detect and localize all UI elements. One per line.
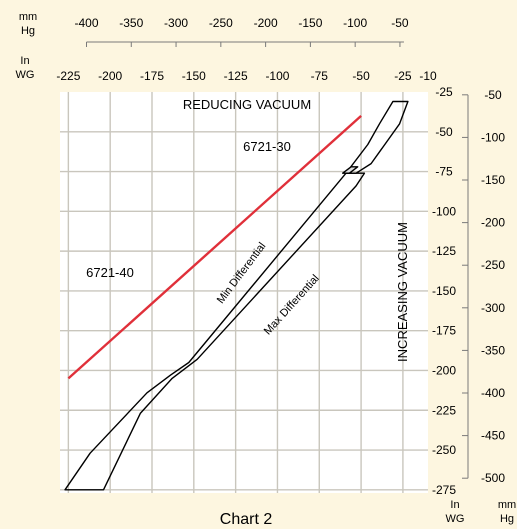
bottom-unit-in: In bbox=[450, 499, 459, 511]
x-inwg-tick-label: -200 bbox=[98, 69, 122, 83]
bottom-unit-wg: WG bbox=[446, 513, 465, 525]
y-inwg-tick-label: -100 bbox=[432, 204, 456, 218]
right-unit-hg: Hg bbox=[500, 513, 514, 525]
x-inwg-tick-label: -75 bbox=[311, 69, 329, 83]
x-inwg-tick-label: -50 bbox=[352, 69, 370, 83]
top-axis-tick-label: -350 bbox=[119, 16, 143, 30]
left-unit-in: In bbox=[20, 55, 29, 67]
y-inwg-tick-label: -125 bbox=[432, 244, 456, 258]
y-inwg-tick-label: -275 bbox=[432, 483, 456, 497]
y-inwg-tick-label: -225 bbox=[432, 403, 456, 417]
increasing-vacuum-label: INCREASING VACUUM bbox=[395, 222, 410, 362]
y-inwg-tick-label: -75 bbox=[435, 165, 453, 179]
y-inwg-tick-label: -200 bbox=[432, 363, 456, 377]
x-inwg-tick-label: -125 bbox=[224, 69, 248, 83]
chart-caption: Chart 2 bbox=[220, 511, 273, 528]
right-axis-tick-label: -50 bbox=[484, 88, 502, 102]
x-inwg-tick-label: -100 bbox=[265, 69, 289, 83]
top-axis-tick-label: -150 bbox=[298, 16, 322, 30]
right-axis-tick-label: -400 bbox=[481, 386, 505, 400]
right-axis-tick-label: -500 bbox=[481, 471, 505, 485]
y-inwg-tick-label: -250 bbox=[432, 443, 456, 457]
x-inwg-tick-label: -225 bbox=[56, 69, 80, 83]
top-axis-tick-label: -300 bbox=[164, 16, 188, 30]
x-inwg-tick-label: -175 bbox=[140, 69, 164, 83]
top-unit-hg: Hg bbox=[21, 25, 35, 37]
series-line-6721-40 bbox=[67, 115, 362, 380]
right-axis-tick-label: -200 bbox=[481, 216, 505, 230]
model-6721-30-label: 6721-30 bbox=[243, 139, 291, 154]
right-unit-mm: mm bbox=[498, 499, 516, 511]
plot-area bbox=[60, 92, 428, 493]
series-band-3 bbox=[342, 166, 359, 174]
right-axis-tick-label: -250 bbox=[481, 258, 505, 272]
y-inwg-tick-label: -150 bbox=[432, 284, 456, 298]
top-axis-tick-label: -100 bbox=[343, 16, 367, 30]
y-inwg-tick-label: -25 bbox=[435, 85, 453, 99]
series-band-2 bbox=[64, 172, 366, 491]
x-inwg-tick-label: -150 bbox=[182, 69, 206, 83]
model-6721-40-label: 6721-40 bbox=[86, 265, 134, 280]
reducing-vacuum-label: REDUCING VACUUM bbox=[183, 97, 311, 112]
y-inwg-tick-label: -175 bbox=[432, 324, 456, 338]
right-axis-tick-label: -450 bbox=[481, 429, 505, 443]
right-axis-tick-label: -350 bbox=[481, 343, 505, 357]
top-axis-tick-label: -400 bbox=[74, 16, 98, 30]
top-axis-tick-label: -50 bbox=[391, 16, 409, 30]
x-inwg-tick-label: -10 bbox=[419, 69, 437, 83]
right-axis-tick-label: -150 bbox=[481, 173, 505, 187]
right-axis-tick-label: -300 bbox=[481, 301, 505, 315]
top-axis-tick-label: -200 bbox=[254, 16, 278, 30]
y-inwg-tick-label: -50 bbox=[435, 125, 453, 139]
right-axis-tick-label: -100 bbox=[481, 130, 505, 144]
top-unit-mm: mm bbox=[19, 11, 37, 23]
left-unit-wg: WG bbox=[16, 69, 35, 81]
x-inwg-tick-label: -25 bbox=[394, 69, 412, 83]
top-axis-tick-label: -250 bbox=[209, 16, 233, 30]
